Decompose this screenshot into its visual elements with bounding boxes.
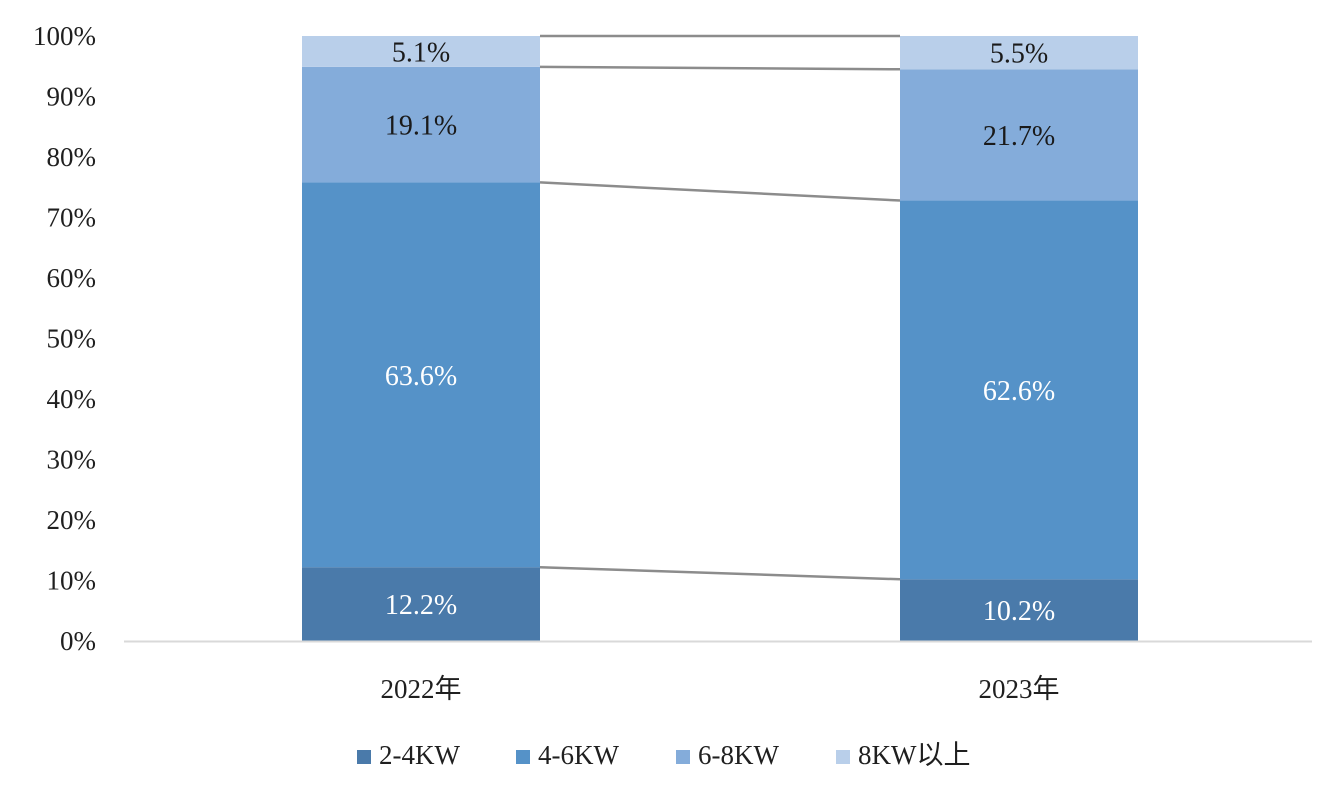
bar-segment-2-4kw-1 <box>900 579 1138 641</box>
series-lines <box>539 34 901 581</box>
y-tick-label: 90% <box>47 82 97 112</box>
legend-label: 8KW以上 <box>858 740 970 770</box>
y-tick-label: 40% <box>47 384 97 414</box>
y-tick-label: 30% <box>47 445 97 475</box>
y-tick-label: 100% <box>33 21 96 51</box>
data-label: 5.1% <box>392 37 450 68</box>
y-tick-label: 80% <box>47 142 97 172</box>
legend-label: 4-6KW <box>538 740 619 770</box>
y-tick-label: 70% <box>47 203 97 233</box>
y-tick-label: 10% <box>47 566 97 596</box>
y-tick-label: 50% <box>47 324 97 354</box>
bar-segment-6-8kw-1 <box>900 69 1138 201</box>
axes: 0% 10% 20% 30% 40% 50% 60% 70% 80% 90% 100% 2022年 20… <box>33 21 1312 704</box>
x-category-label: 2022年 <box>381 674 462 704</box>
data-labels: 12.2% 10.2% 63.6% 62.6% 19.1% 21.7% 5.1% 5.5% <box>385 37 1055 627</box>
legend: 2-4KW 4-6KW 6-8KW 8KW以上 <box>357 740 970 770</box>
legend-swatch-1 <box>516 750 530 764</box>
data-label: 62.6% <box>983 376 1055 407</box>
data-label: 21.7% <box>983 121 1055 152</box>
legend-swatch-3 <box>836 750 850 764</box>
bar-segment-2-4kw-0 <box>302 567 540 641</box>
y-tick-label: 0% <box>60 626 96 656</box>
legend-swatch-0 <box>357 750 371 764</box>
series-line-2 <box>539 65 901 71</box>
y-tick-label: 20% <box>47 505 97 535</box>
data-label: 5.5% <box>990 39 1048 70</box>
bar-segment-8kw--1 <box>900 36 1138 70</box>
bars <box>302 36 1138 641</box>
bar-segment-8kw--0 <box>302 36 540 67</box>
legend-label: 2-4KW <box>379 740 460 770</box>
series-line-0 <box>539 565 901 581</box>
data-label: 63.6% <box>385 361 457 392</box>
y-tick-label: 60% <box>47 263 97 293</box>
legend-label: 6-8KW <box>698 740 779 770</box>
data-label: 19.1% <box>385 111 457 142</box>
bar-segment-6-8kw-0 <box>302 66 540 183</box>
data-label: 10.2% <box>983 596 1055 627</box>
bar-segment-4-6kw-0 <box>302 182 540 568</box>
series-line-1 <box>539 181 901 202</box>
legend-swatch-2 <box>676 750 690 764</box>
x-category-label: 2023年 <box>979 674 1060 704</box>
data-label: 12.2% <box>385 590 457 621</box>
bar-segment-4-6kw-1 <box>900 200 1138 580</box>
